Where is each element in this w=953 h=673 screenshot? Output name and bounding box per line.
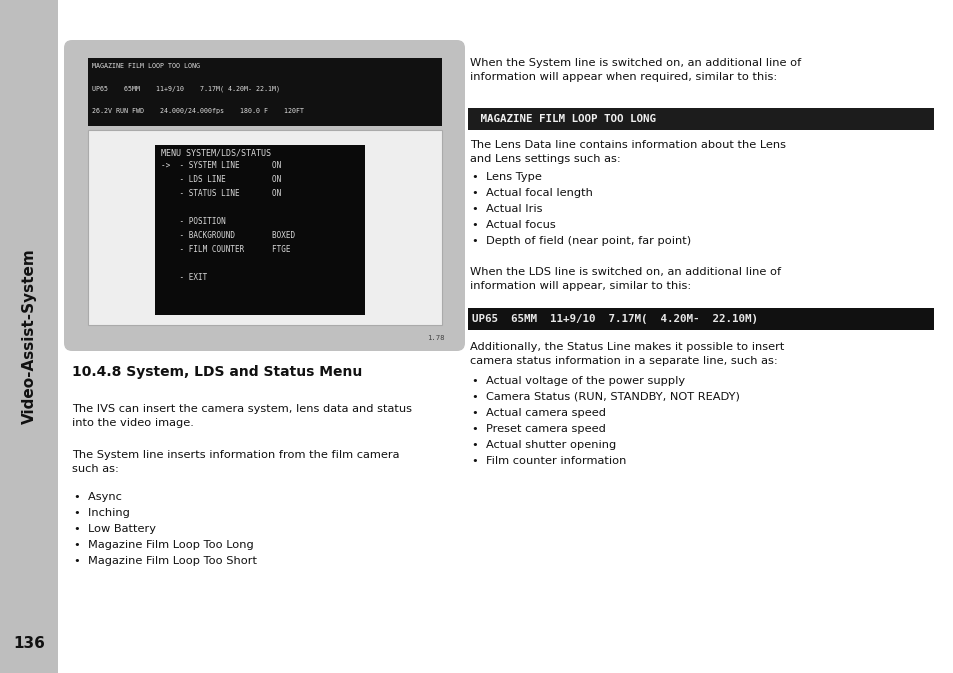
Text: MENU SYSTEM/LDS/STATUS: MENU SYSTEM/LDS/STATUS [161,149,271,158]
Text: - BACKGROUND        BOXED: - BACKGROUND BOXED [161,231,294,240]
Text: UP65    65MM    11+9/10    7.17M( 4.20M- 22.1M): UP65 65MM 11+9/10 7.17M( 4.20M- 22.1M) [91,85,280,92]
Text: •  Actual focus: • Actual focus [472,220,556,230]
Text: •  Magazine Film Loop Too Long: • Magazine Film Loop Too Long [74,540,253,550]
Text: 10.4.8 System, LDS and Status Menu: 10.4.8 System, LDS and Status Menu [71,365,362,379]
Text: •  Preset camera speed: • Preset camera speed [472,424,605,434]
Text: 1.78: 1.78 [427,335,444,341]
Text: •  Async: • Async [74,492,122,502]
Bar [468,308,933,330]
Bar [88,130,441,325]
Text: 136: 136 [13,635,45,651]
Text: •  Low Battery: • Low Battery [74,524,156,534]
Text: When the LDS line is switched on, an additional line of
information will appear,: When the LDS line is switched on, an add… [470,267,781,291]
Text: - STATUS LINE       ON: - STATUS LINE ON [161,189,281,198]
Text: - EXIT: - EXIT [161,273,207,282]
Text: MAGAZINE FILM LOOP TOO LONG: MAGAZINE FILM LOOP TOO LONG [474,114,656,124]
Text: •  Actual shutter opening: • Actual shutter opening [472,440,616,450]
FancyBboxPatch shape [64,40,464,351]
Text: •  Actual Iris: • Actual Iris [472,204,542,214]
Bar [0,0,58,673]
Text: •  Inching: • Inching [74,508,130,518]
Text: •  Depth of field (near point, far point): • Depth of field (near point, far point) [472,236,690,246]
Text: UP65  65MM  11+9/10  7.17M(  4.20M-  22.10M): UP65 65MM 11+9/10 7.17M( 4.20M- 22.10M) [472,314,758,324]
Text: When the System line is switched on, an additional line of
information will appe: When the System line is switched on, an … [470,58,801,82]
Text: •  Magazine Film Loop Too Short: • Magazine Film Loop Too Short [74,556,256,566]
Text: •  Camera Status (RUN, STANDBY, NOT READY): • Camera Status (RUN, STANDBY, NOT READY… [472,392,740,402]
Text: •  Actual voltage of the power supply: • Actual voltage of the power supply [472,376,684,386]
Text: •  Film counter information: • Film counter information [472,456,626,466]
Text: MAGAZINE FILM LOOP TOO LONG: MAGAZINE FILM LOOP TOO LONG [91,63,200,69]
Text: ->  - SYSTEM LINE       ON: -> - SYSTEM LINE ON [161,161,281,170]
Text: - POSITION: - POSITION [161,217,226,226]
Text: The Lens Data line contains information about the Lens
and Lens settings such as: The Lens Data line contains information … [470,140,785,164]
Text: Additionally, the Status Line makes it possible to insert
camera status informat: Additionally, the Status Line makes it p… [470,342,783,366]
Bar [154,145,365,315]
Text: - FILM COUNTER      FTGE: - FILM COUNTER FTGE [161,245,291,254]
Text: 26.2V RUN FWD    24.000/24.000fps    180.0 F    120FT: 26.2V RUN FWD 24.000/24.000fps 180.0 F 1… [91,108,304,114]
Text: •  Actual camera speed: • Actual camera speed [472,408,605,418]
Bar [468,108,933,130]
Text: The System line inserts information from the film camera
such as:: The System line inserts information from… [71,450,399,474]
Text: •  Actual focal length: • Actual focal length [472,188,592,198]
Text: •  Lens Type: • Lens Type [472,172,541,182]
Text: The IVS can insert the camera system, lens data and status
into the video image.: The IVS can insert the camera system, le… [71,404,412,429]
Text: - LDS LINE          ON: - LDS LINE ON [161,175,281,184]
Text: Video-Assist-System: Video-Assist-System [22,248,36,425]
Bar [88,58,441,126]
